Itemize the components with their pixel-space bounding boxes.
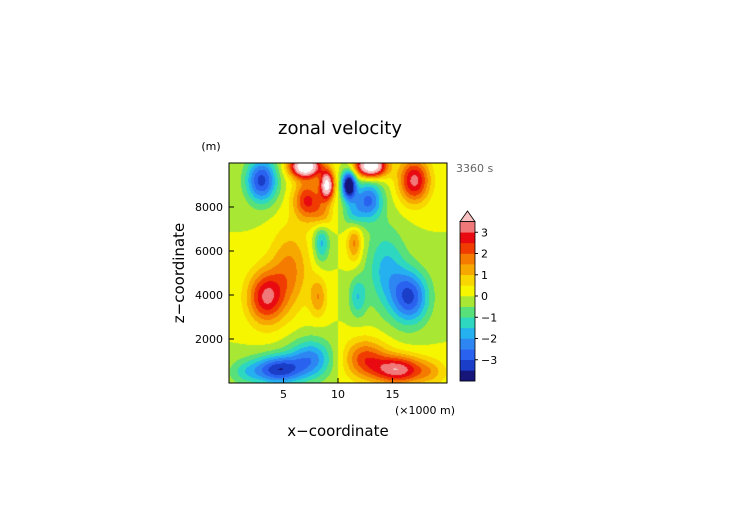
colorbar-swatch	[460, 253, 475, 265]
x-tick-label: 5	[280, 388, 287, 401]
x-unit-label: (×1000 m)	[395, 404, 455, 417]
colorbar-tick-label: −2	[481, 333, 497, 346]
velocity-field-image	[229, 163, 447, 383]
colorbar-swatch	[460, 349, 475, 361]
colorbar-swatch	[460, 327, 475, 339]
colorbar-swatch	[460, 359, 475, 371]
colorbar: 3 2 1 0 −1 −2 −3	[459, 210, 497, 382]
colorbar-swatch	[460, 338, 475, 350]
y-unit-label: (m)	[201, 140, 220, 153]
x-tick-label: 10	[331, 388, 345, 401]
y-tick-label: 2000	[195, 333, 223, 346]
y-axis-label: z−coordinate	[170, 223, 188, 323]
y-tick-label: 4000	[195, 289, 223, 302]
x-axis-ticks: 5 10 15	[280, 378, 400, 401]
y-tick-label: 8000	[195, 201, 223, 214]
y-tick-label: 6000	[195, 245, 223, 258]
plot-area	[228, 162, 448, 384]
y-axis-ticks: 2000 4000 6000 8000	[195, 201, 234, 346]
colorbar-tick-label: −1	[481, 311, 497, 324]
colorbar-swatch	[460, 274, 475, 286]
chart-title: zonal velocity	[278, 118, 402, 139]
colorbar-swatch	[460, 232, 475, 244]
colorbar-swatch	[460, 296, 475, 307]
x-tick-label: 15	[386, 388, 400, 401]
colorbar-swatch	[460, 285, 475, 297]
colorbar-tick-label: 1	[481, 269, 488, 282]
colorbar-tick-label: 2	[481, 248, 488, 261]
colorbar-tick-label: −3	[481, 354, 497, 367]
colorbar-swatch	[460, 370, 475, 382]
colorbar-swatch	[460, 317, 475, 329]
colorbar-swatch	[460, 264, 475, 276]
colorbar-swatch	[459, 210, 476, 223]
colorbar-swatch	[460, 242, 475, 254]
time-label: 3360 s	[456, 162, 493, 175]
x-axis-label: x−coordinate	[287, 422, 388, 440]
colorbar-tick-label: 3	[481, 226, 488, 239]
colorbar-swatch	[460, 221, 475, 233]
colorbar-swatch	[460, 306, 475, 318]
colorbar-frame	[459, 221, 476, 382]
colorbar-tick-label: 0	[481, 290, 488, 303]
